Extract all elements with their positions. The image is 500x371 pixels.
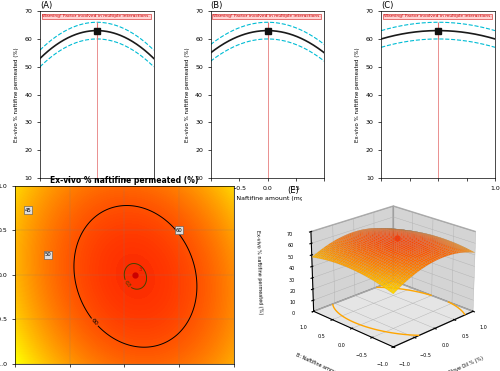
X-axis label: A: Clove Oil % (%): A: Clove Oil % (%) — [442, 356, 484, 371]
Text: (A): (A) — [40, 1, 52, 10]
Text: 50: 50 — [44, 252, 51, 257]
Text: Warning! Factor involved in multiple interactions.: Warning! Factor involved in multiple int… — [384, 14, 492, 19]
Text: (E): (E) — [288, 186, 300, 194]
Y-axis label: Ex-vivo % naftifine permeated (%): Ex-vivo % naftifine permeated (%) — [14, 47, 19, 142]
Text: Warning! Factor involved in multiple interactions.: Warning! Factor involved in multiple int… — [42, 14, 150, 19]
Y-axis label: Ex-vivo % naftifine permeated (%): Ex-vivo % naftifine permeated (%) — [355, 47, 360, 142]
Y-axis label: B: Naftifine amount (mg): B: Naftifine amount (mg) — [294, 352, 352, 371]
Text: (C): (C) — [382, 1, 394, 10]
Title: Ex-vivo % naftifine permeated (%): Ex-vivo % naftifine permeated (%) — [50, 176, 199, 185]
X-axis label: B: Naftifine amount (mg): B: Naftifine amount (mg) — [228, 196, 306, 201]
Text: 3: 3 — [138, 267, 142, 272]
Text: Warning! Factor involved in multiple interactions.: Warning! Factor involved in multiple int… — [213, 14, 320, 19]
Text: 60: 60 — [176, 227, 182, 233]
Text: 63: 63 — [123, 279, 132, 289]
X-axis label: A: Clove Oil % (%): A: Clove Oil % (%) — [68, 196, 126, 201]
Y-axis label: Ex-vivo % naftifine permeated (%): Ex-vivo % naftifine permeated (%) — [184, 47, 190, 142]
Text: 45: 45 — [24, 208, 32, 213]
X-axis label: C: Smix ratio: C: Smix ratio — [418, 196, 459, 201]
Text: (B): (B) — [210, 1, 223, 10]
Text: 60: 60 — [90, 318, 99, 327]
